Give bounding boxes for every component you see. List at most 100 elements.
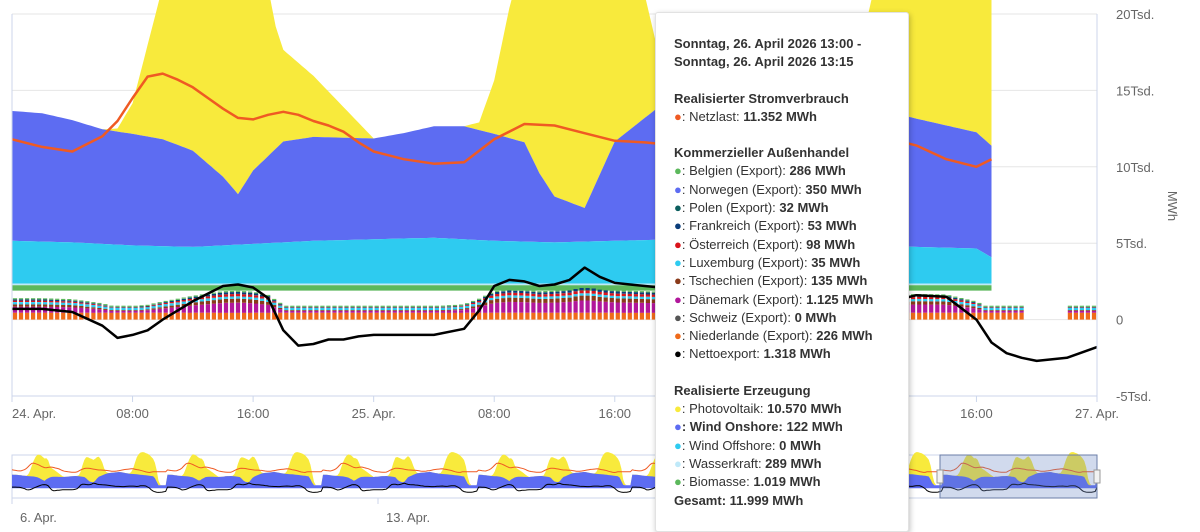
export-bar-segment — [627, 290, 632, 292]
export-bar-segment — [537, 312, 542, 320]
export-bar-segment — [465, 309, 470, 313]
export-bar-segment — [308, 312, 313, 320]
tooltip-header-line2: Sonntag, 26. April 2026 13:15 — [674, 54, 854, 70]
export-bar-segment — [386, 312, 391, 320]
export-bar-segment — [440, 307, 446, 310]
export-bar-segment — [965, 305, 970, 308]
tooltip-row: ●: Wind Offshore: 0 MWh — [674, 437, 898, 455]
export-bar-segment — [446, 310, 452, 313]
export-bar-segment — [356, 310, 361, 313]
export-bar-segment — [37, 302, 42, 305]
export-bar-segment — [49, 299, 54, 301]
export-bar-segment — [103, 312, 108, 320]
export-bar-segment — [380, 310, 385, 311]
export-bar-segment — [549, 298, 554, 303]
export-bar-segment — [308, 310, 313, 313]
export-bar-segment — [127, 310, 132, 311]
export-bar-segment — [555, 293, 560, 297]
export-bar-segment — [434, 306, 439, 308]
export-bar-segment — [314, 305, 319, 307]
x-tick-label: 27. Apr. — [1075, 406, 1119, 421]
export-bar-segment — [199, 304, 204, 313]
export-bar-segment — [422, 310, 427, 313]
export-bar-segment — [43, 304, 48, 307]
export-bar-segment — [61, 304, 66, 308]
tooltip-row: ●: Schweiz (Export): 0 MWh — [674, 309, 898, 327]
export-bar-segment — [278, 307, 283, 310]
export-bar-segment — [362, 307, 367, 308]
export-bar-segment — [49, 304, 54, 307]
export-bar-segment — [61, 300, 66, 302]
export-bar-segment — [609, 298, 614, 303]
export-bar-segment — [1073, 305, 1078, 307]
legend-dot-icon: ● — [674, 181, 682, 197]
export-bar-segment — [422, 306, 427, 308]
export-bar-segment — [308, 310, 313, 311]
export-bar-segment — [591, 287, 596, 289]
export-bar-segment — [31, 312, 36, 320]
export-bar-segment — [549, 312, 554, 320]
export-bar-segment — [440, 310, 446, 311]
tooltip-row: ●: Österreich (Export): 98 MWh — [674, 236, 898, 254]
export-bar-segment — [163, 300, 168, 303]
export-bar-segment — [115, 306, 120, 308]
export-bar-segment — [959, 312, 964, 320]
export-bar-segment — [633, 298, 638, 303]
export-bar-segment — [543, 298, 548, 303]
export-bar-segment — [97, 304, 102, 306]
navigator-selection-window[interactable] — [939, 454, 1098, 499]
legend-dot-icon: ● — [674, 108, 682, 124]
export-bar-segment — [229, 294, 235, 297]
tooltip-row: ●: Polen (Export): 32 MWh — [674, 199, 898, 217]
export-bar-segment — [477, 304, 482, 307]
export-bar-segment — [320, 310, 325, 311]
export-bar-segment — [561, 312, 566, 320]
navigator[interactable]: 6. Apr. 13. Apr. — [11, 452, 1101, 525]
navigator-line-nettoexport — [12, 482, 1098, 493]
export-bar-segment — [338, 310, 343, 313]
export-bar-segment — [489, 312, 494, 320]
export-bar-segment — [37, 312, 42, 320]
export-bar-segment — [91, 307, 96, 309]
export-bar-segment — [404, 307, 409, 308]
export-bar-segment — [296, 305, 301, 307]
export-bar-segment — [151, 303, 156, 305]
export-bar-segment — [507, 301, 512, 313]
navigator-handle-left[interactable] — [936, 469, 944, 484]
export-bar-segment — [452, 312, 458, 320]
export-bar-segment — [350, 310, 355, 313]
export-bar-segment — [169, 303, 174, 306]
export-bar-segment — [452, 304, 458, 307]
export-bar-segment — [115, 307, 120, 311]
export-bar-segment — [567, 295, 572, 298]
export-bar-segment — [549, 296, 554, 299]
export-bar-segment — [591, 293, 596, 296]
x-tick-label: 08:00 — [478, 406, 511, 421]
export-bar-segment — [645, 299, 650, 303]
export-bar-segment — [513, 297, 518, 302]
export-bar-segment — [917, 298, 922, 302]
export-bar-segment — [941, 304, 946, 313]
export-bar-segment — [121, 310, 126, 313]
navigator-handle-right[interactable] — [1093, 469, 1101, 484]
legend-dot-icon: ● — [674, 419, 682, 435]
export-bar-segment — [947, 302, 952, 306]
export-bar-segment — [615, 290, 620, 292]
navigator-tick-label: 6. Apr. — [20, 510, 57, 525]
export-bar-segment — [356, 312, 361, 320]
export-bar-segment — [434, 305, 439, 307]
export-bar-segment — [266, 312, 271, 320]
tooltip-row-value: 122 MWh — [786, 419, 843, 435]
export-bar-segment — [428, 310, 433, 311]
export-bar-segment — [211, 300, 216, 304]
export-bar-segment — [145, 306, 150, 308]
export-bar-segment — [585, 293, 590, 296]
export-bar-segment — [356, 306, 361, 308]
export-bar-segment — [416, 310, 421, 311]
export-bar-segment — [386, 305, 391, 307]
export-bar-segment — [645, 292, 650, 295]
export-bar-segment — [410, 307, 415, 311]
export-bar-segment — [350, 307, 355, 308]
export-bar-segment — [31, 302, 36, 305]
export-bar-segment — [127, 310, 132, 313]
